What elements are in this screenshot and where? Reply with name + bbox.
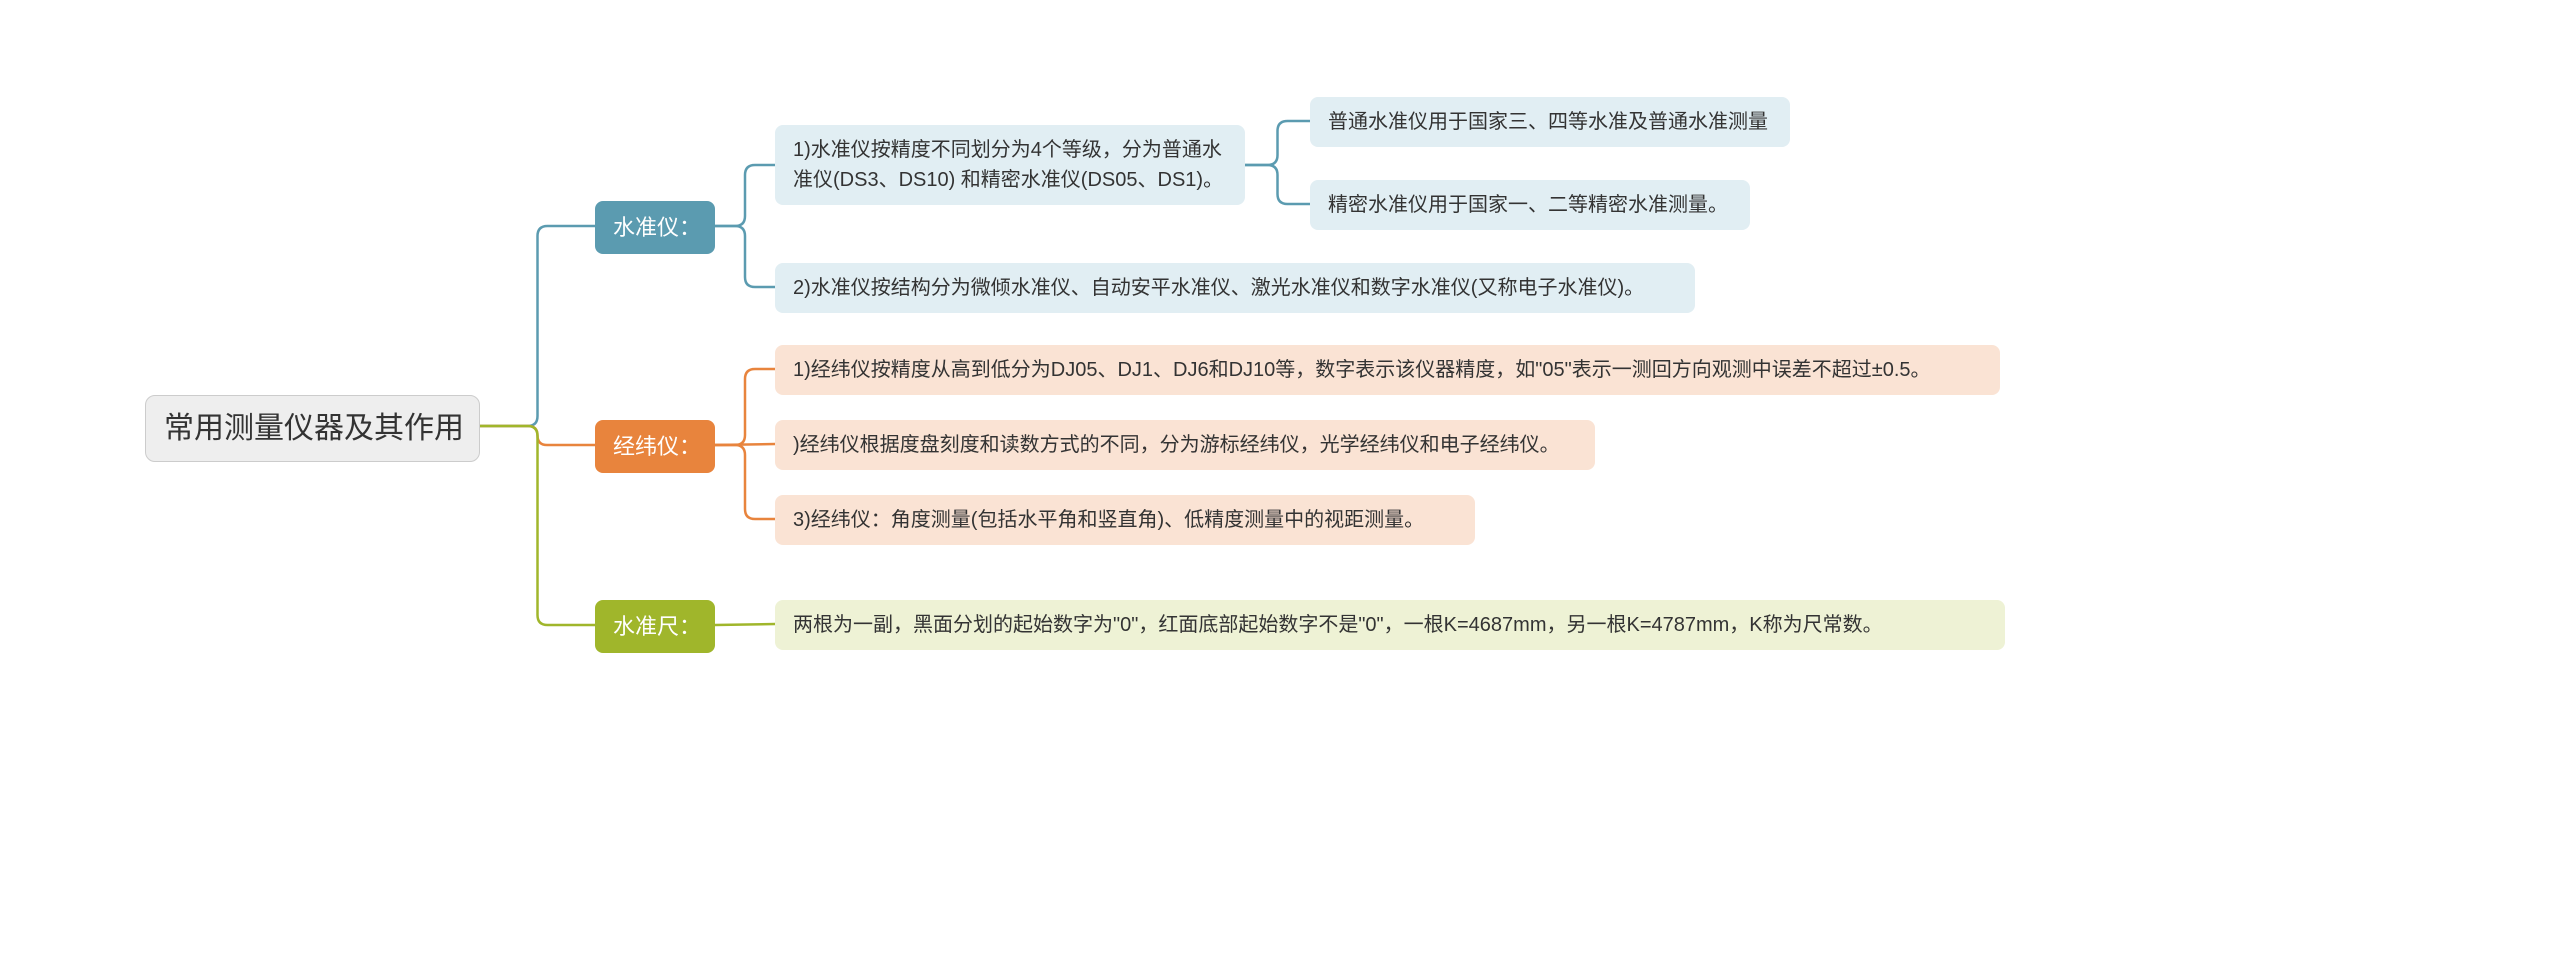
leaf-b2c1: 1)经纬仪按精度从高到低分为DJ05、DJ1、DJ6和DJ10等，数字表示该仪器…	[775, 345, 2000, 395]
leaf-b3c1: 两根为一副，黑面分划的起始数字为"0"，红面底部起始数字不是"0"，一根K=46…	[775, 600, 2005, 650]
leaf-b1c1: 1)水准仪按精度不同划分为4个等级，分为普通水准仪(DS3、DS10) 和精密水…	[775, 125, 1245, 205]
leaf-b1c2: 2)水准仪按结构分为微倾水准仪、自动安平水准仪、激光水准仪和数字水准仪(又称电子…	[775, 263, 1695, 313]
leaf-b2c3: 3)经纬仪：角度测量(包括水平角和竖直角)、低精度测量中的视距测量。	[775, 495, 1475, 545]
leaf-b2c2: )经纬仪根据度盘刻度和读数方式的不同，分为游标经纬仪，光学经纬仪和电子经纬仪。	[775, 420, 1595, 470]
branch-b1: 水准仪：	[595, 201, 715, 254]
leaf-b1c1b: 精密水准仪用于国家一、二等精密水准测量。	[1310, 180, 1750, 230]
connector-layer	[0, 0, 2560, 962]
leaf-b1c1a: 普通水准仪用于国家三、四等水准及普通水准测量	[1310, 97, 1790, 147]
branch-b2: 经纬仪：	[595, 420, 715, 473]
root-node: 常用测量仪器及其作用	[145, 395, 480, 462]
branch-b3: 水准尺：	[595, 600, 715, 653]
